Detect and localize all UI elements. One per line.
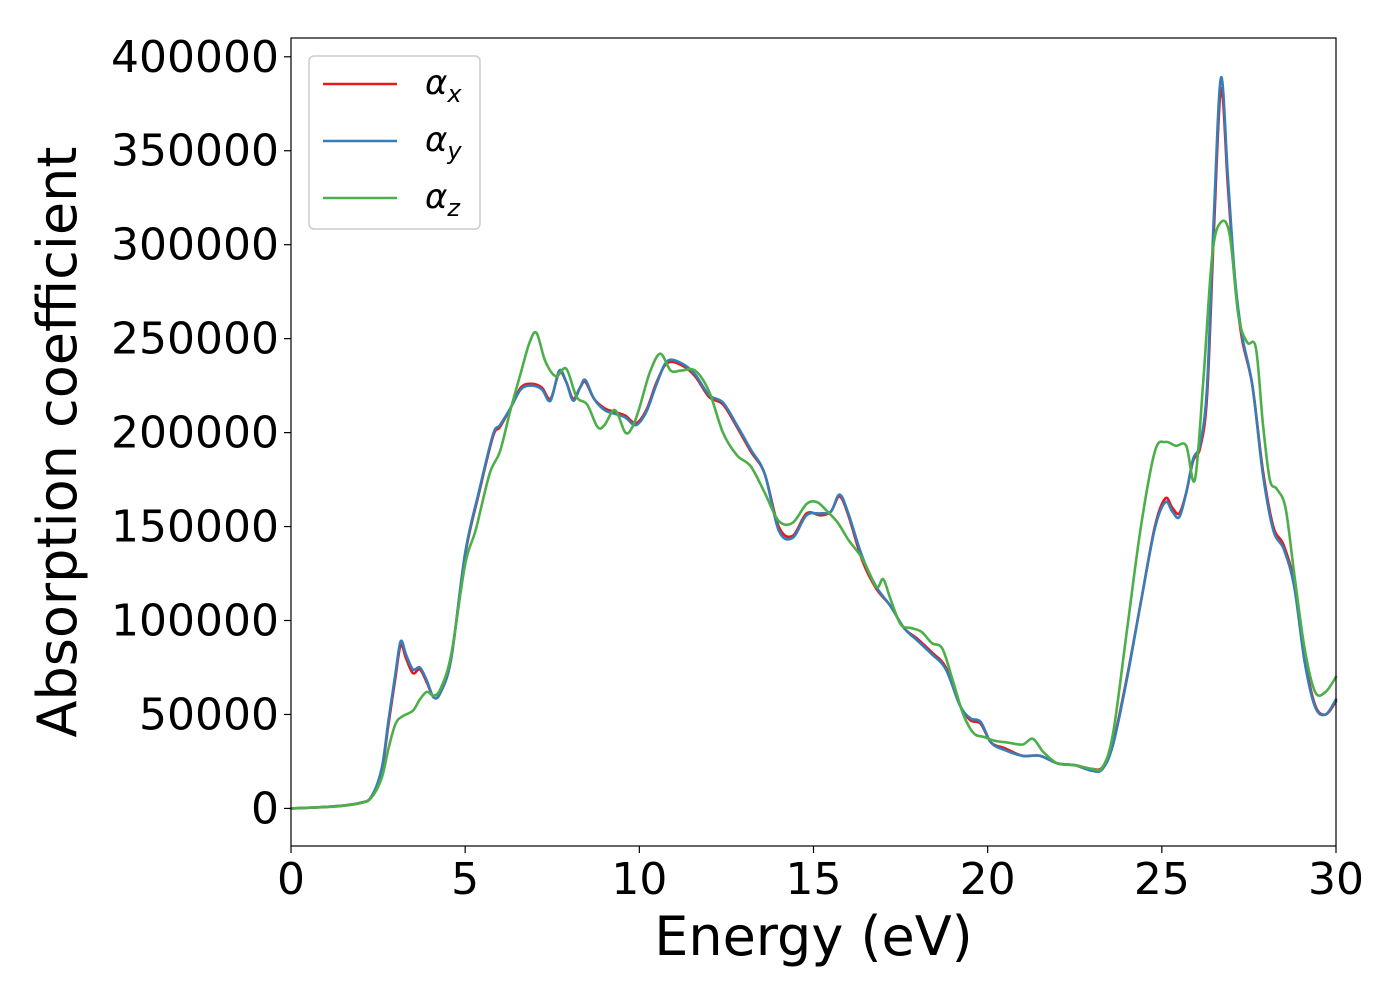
y-tick-label: 100000 [111,596,279,647]
legend: αx αy αz [308,55,481,230]
series-line-y [289,76,1338,810]
x-tick-label: 5 [451,854,479,905]
x-tick-label: 25 [1134,854,1190,905]
y-tick-label: 350000 [111,126,279,177]
y-tick-label: 250000 [111,314,279,365]
x-axis-label: Energy (eV) [654,905,973,968]
series-line-z [289,219,1338,810]
y-tick-label: 400000 [111,32,279,83]
y-tick-label: 300000 [111,220,279,271]
y-axis-ticks: 0 50000 100000 150000 200000 250000 300000 3500… [111,32,291,834]
y-tick-label: 50000 [139,689,279,740]
x-tick-label: 30 [1308,854,1364,905]
legend-label-x: αx [425,63,462,108]
legend-box [308,55,481,230]
x-tick-label: 20 [960,854,1016,905]
legend-entries: αx αy αz [323,63,462,222]
x-tick-label: 15 [786,854,842,905]
x-axis-ticks: 0 5 10 15 20 25 30 [277,846,1364,905]
y-tick-label: 200000 [111,408,279,459]
x-tick-label: 0 [277,854,305,905]
y-tick-label: 0 [251,783,279,834]
y-axis-label: Absorption coefficient [26,147,89,738]
x-tick-label: 10 [611,854,667,905]
series-layer [289,76,1338,810]
legend-label-y: αy [425,120,462,165]
y-tick-label: 150000 [111,502,279,553]
legend-label-z: αz [425,177,461,222]
